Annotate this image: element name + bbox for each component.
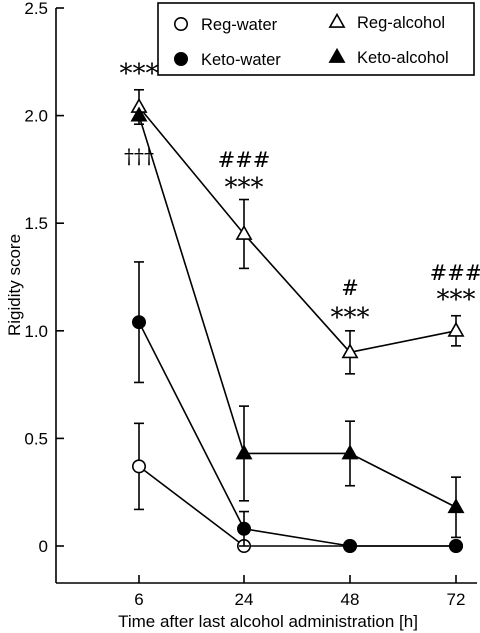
- series-layer: [130, 88, 465, 553]
- series-keto-alcohol: [130, 106, 465, 539]
- data-point: [341, 343, 359, 359]
- legend-marker: [174, 16, 189, 31]
- legend-label: Reg-water: [201, 16, 278, 34]
- data-point: [447, 498, 465, 514]
- significance-label: ###: [218, 148, 271, 172]
- data-point: [132, 459, 147, 474]
- series-line: [138, 106, 457, 354]
- legend-box: [157, 2, 475, 76]
- legend-entry: Keto-alcohol: [328, 47, 449, 67]
- series-line: [138, 115, 457, 508]
- x-axis-title: Time after last alcohol administration […: [118, 612, 418, 631]
- significance-label: ###: [430, 261, 480, 285]
- legend-marker: [328, 12, 346, 28]
- y-tick-label: 1.5: [24, 214, 48, 233]
- data-point: [237, 521, 252, 536]
- y-tick-label: 0: [39, 537, 48, 556]
- y-axis-title: Rigidity score: [5, 234, 24, 336]
- y-tick-label: 1.0: [24, 322, 48, 341]
- series-line: [138, 321, 456, 547]
- y-tick-label: 0.5: [24, 429, 48, 448]
- data-point: [342, 538, 357, 553]
- x-tick-label: 72: [447, 590, 466, 609]
- data-point: [341, 444, 359, 460]
- significance-label: ***: [225, 173, 264, 203]
- legend-marker: [328, 47, 346, 63]
- annotation-layer: ***††† ###***#***###***: [120, 59, 480, 333]
- series-line: [138, 465, 456, 547]
- x-tick-label: 48: [341, 590, 360, 609]
- data-point: [447, 321, 465, 337]
- data-point: [132, 315, 147, 330]
- x-tick-label: 24: [235, 590, 254, 609]
- legend-entry: Reg-water: [174, 16, 278, 34]
- legend-entry: Reg-alcohol: [328, 12, 445, 32]
- data-point: [130, 106, 148, 122]
- series-reg-alcohol: [130, 88, 465, 375]
- axes: 0 0.5 1.0 1.5 2.0 2.5 6 24 48 72: [24, 0, 477, 609]
- legend-label: Keto-water: [201, 51, 281, 69]
- data-point: [235, 224, 253, 240]
- significance-label: ***: [331, 303, 370, 333]
- legend-label: Keto-alcohol: [357, 49, 449, 67]
- series-keto-water: [132, 261, 463, 553]
- significance-label: ***: [437, 285, 476, 315]
- legend-label: Reg-alcohol: [357, 14, 445, 32]
- significance-label: #: [341, 276, 359, 300]
- y-tick-label: 2.5: [24, 0, 48, 18]
- legend-entry: Keto-water: [174, 51, 281, 69]
- y-tick-label: 2.0: [24, 107, 48, 126]
- significance-label: †††: [124, 144, 154, 168]
- legend-marker: [174, 51, 189, 66]
- data-point: [448, 538, 463, 553]
- significance-label: ***: [120, 59, 159, 89]
- data-point: [235, 444, 253, 460]
- legend: Reg-water Keto-water Reg-alcohol Keto-alcoh…: [157, 2, 475, 76]
- x-tick-label: 6: [134, 590, 143, 609]
- series-reg-water: [132, 422, 463, 553]
